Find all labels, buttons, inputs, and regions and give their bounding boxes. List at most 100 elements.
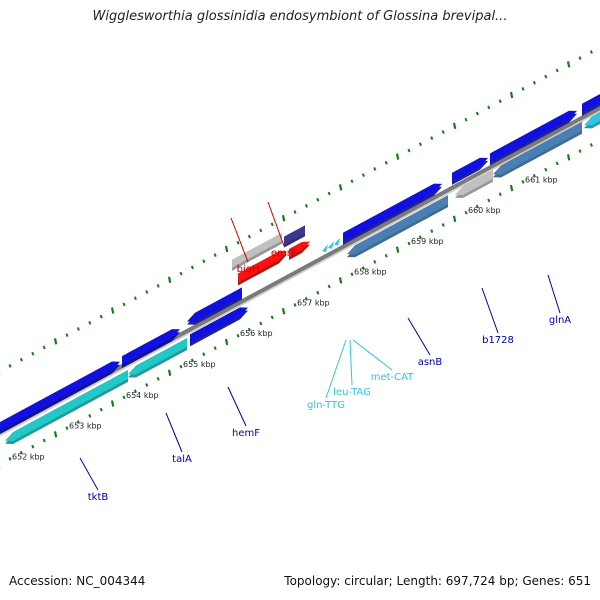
gene-label-leader [325, 339, 347, 399]
upper-tick-track [407, 148, 411, 153]
gene-bioH-pseudo-block [232, 232, 282, 268]
upper-tick-track [76, 327, 80, 331]
lower-tick-track [407, 241, 411, 246]
lower-tick-track [498, 192, 502, 197]
gene-talA-block [122, 329, 180, 366]
gene-label-leader [547, 274, 561, 314]
scale-label: 660 kbp [468, 206, 501, 215]
upper-tick-track [247, 234, 251, 239]
upper-tick-track [509, 91, 514, 99]
upper-tick-track [31, 351, 35, 356]
gene-emrE-small-block-shadow [289, 244, 310, 260]
trna-arrow [328, 240, 334, 249]
upper-tick-track [430, 136, 434, 141]
gene-label-hemF: hemF [232, 428, 260, 439]
gene-asnB-block [343, 183, 442, 242]
upper-tick-track [384, 160, 388, 165]
topology-summary: Topology: circular; Length: 697,724 bp; … [284, 574, 591, 588]
lower-tick-track [464, 210, 468, 215]
upper-tick-track [441, 130, 445, 134]
lower-tick-track [270, 315, 274, 320]
lower-tick-track [76, 420, 80, 424]
lower-tick-track [259, 321, 263, 326]
gene-label-glnA: glnA [549, 315, 571, 326]
upper-tick-track [589, 50, 593, 54]
upper-tick-track [213, 253, 217, 257]
upper-tick-track [293, 210, 297, 214]
gene-tktB-reverse-block [5, 369, 128, 441]
gene-talA-reverse-block [128, 338, 187, 375]
upper-tick-track [179, 271, 183, 276]
lower-tick-track [213, 346, 217, 350]
scale-label: 659 kbp [411, 237, 444, 246]
upper-tick-track [521, 87, 525, 91]
lower-tick-track [452, 215, 457, 223]
upper-tick-track [270, 222, 274, 227]
lower-tick-track [179, 364, 183, 369]
lower-tick-track [521, 180, 525, 184]
upper-tick-track [555, 68, 559, 73]
gene-label-asnB: asnB [418, 357, 443, 368]
upper-tick-track [236, 240, 240, 245]
upper-tick-track [167, 276, 172, 283]
lower-tick-track [475, 204, 479, 209]
scale-label: 655 kbp [183, 360, 216, 369]
lower-tick-track [532, 173, 536, 178]
trna-arrow [322, 244, 328, 253]
upper-tick-track [19, 357, 23, 362]
lower-tick-track [395, 246, 400, 253]
upper-tick-track [145, 290, 149, 294]
upper-tick-track [304, 203, 308, 208]
upper-tick-track [122, 302, 126, 307]
gene-label-leader [227, 386, 247, 427]
gene-emrE-block [284, 225, 305, 245]
upper-tick-track [53, 338, 58, 345]
lower-tick-track [19, 450, 23, 455]
gene-label-met-CAT: met-CAT [371, 372, 414, 383]
lower-tick-track [544, 167, 548, 172]
lower-tick-track [430, 229, 434, 234]
scale-label: 657 kbp [297, 298, 330, 307]
lower-tick-track [145, 383, 149, 387]
lower-tick-track [202, 352, 206, 357]
scale-label: 661 kbp [525, 175, 558, 184]
gene-tktB-block [0, 361, 120, 431]
scale-label: 658 kbp [354, 268, 387, 277]
upper-tick-track [88, 320, 92, 325]
lower-tick-track [167, 369, 172, 376]
gene-label-leu-TAG: leu-TAG [333, 387, 371, 398]
upper-tick-track [42, 345, 46, 350]
gene-glnA-block [490, 110, 577, 163]
upper-tick-track [224, 245, 229, 253]
gene-right-trna-block [584, 111, 600, 126]
gene-label-talA: talA [172, 454, 192, 465]
upper-tick-track [338, 184, 343, 191]
upper-tick-track [566, 61, 571, 68]
scale-label: 654 kbp [126, 391, 159, 400]
lower-tick-track [566, 154, 571, 161]
upper-tick-track [202, 259, 206, 264]
lower-tick-track [65, 426, 69, 431]
gene-label-leader [349, 339, 353, 386]
lower-tick-track [281, 307, 286, 315]
lower-tick-track [361, 266, 365, 270]
gene-label-leader [407, 317, 431, 356]
gene-glnA-operon-block [493, 121, 582, 175]
gene-label-b1728: b1728 [482, 335, 514, 346]
upper-tick-track [8, 364, 12, 368]
lower-tick-track [42, 438, 46, 443]
gene-label-leader [481, 287, 499, 334]
gene-hemF-block [187, 287, 242, 322]
upper-tick-track [350, 179, 354, 184]
lower-tick-track [304, 296, 308, 301]
gene-label-leader [352, 339, 393, 371]
lower-tick-track [384, 253, 388, 258]
upper-tick-track [361, 173, 365, 177]
lower-tick-track [236, 333, 240, 338]
scale-label: 653 kbp [69, 422, 102, 431]
gene-bioH-block [238, 251, 287, 283]
lower-tick-track [99, 407, 103, 412]
lower-tick-track [110, 400, 115, 407]
gene-b1728-block [452, 157, 488, 182]
